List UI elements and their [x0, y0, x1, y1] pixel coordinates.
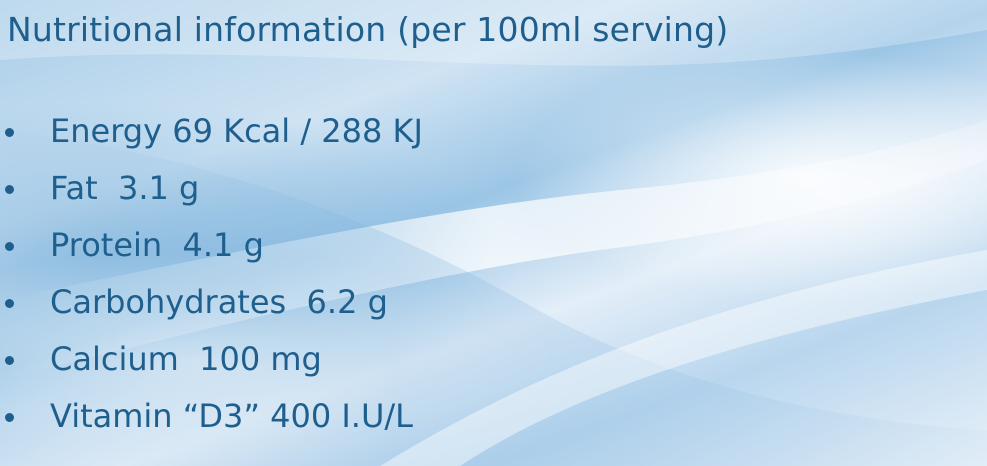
bullet-icon: [5, 299, 14, 308]
list-item-text: Carbohydrates 6.2 g: [50, 283, 388, 321]
bullet-icon: [5, 356, 14, 365]
list-item-text: Fat 3.1 g: [50, 169, 200, 207]
list-item-text: Energy 69 Kcal / 288 KJ: [50, 112, 423, 150]
list-item-text: Vitamin “D3” 400 I.U/L: [50, 397, 413, 435]
bullet-icon: [5, 185, 14, 194]
bullet-icon: [5, 242, 14, 251]
page-title: Nutritional information (per 100ml servi…: [7, 10, 729, 49]
list-item-text: Protein 4.1 g: [50, 226, 264, 264]
bullet-icon: [5, 128, 14, 137]
list-item-text: Calcium 100 mg: [50, 340, 322, 378]
bullet-icon: [5, 413, 14, 422]
